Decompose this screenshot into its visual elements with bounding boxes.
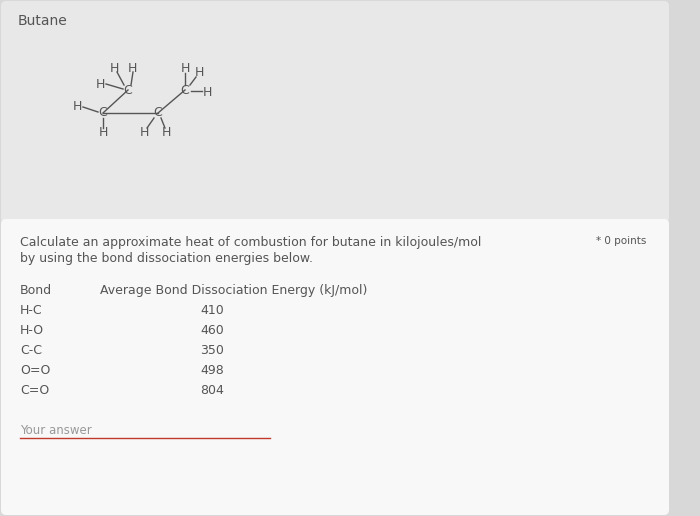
Text: by using the bond dissociation energies below.: by using the bond dissociation energies … [20,252,313,265]
Text: H: H [202,86,211,99]
Text: H-C: H-C [20,304,43,317]
Text: C: C [153,106,162,120]
Text: 350: 350 [200,344,224,357]
Text: C: C [99,106,107,120]
Text: H: H [95,77,105,90]
Text: Calculate an approximate heat of combustion for butane in kilojoules/mol: Calculate an approximate heat of combust… [20,236,482,249]
Text: O=O: O=O [20,364,50,377]
Text: 804: 804 [200,384,224,397]
Text: C: C [181,84,190,96]
Text: Butane: Butane [18,14,68,28]
Text: H: H [127,61,136,74]
Text: H-O: H-O [20,324,44,337]
Text: H: H [98,126,108,139]
Text: Your answer: Your answer [20,424,92,437]
Text: H: H [72,101,82,114]
Text: 498: 498 [200,364,224,377]
Text: C=O: C=O [20,384,49,397]
Text: 460: 460 [200,324,224,337]
Text: H: H [139,126,148,139]
Text: C: C [124,84,132,96]
FancyBboxPatch shape [1,1,669,223]
Text: H: H [181,61,190,74]
Text: 410: 410 [200,304,224,317]
Text: H: H [109,61,119,74]
Text: Bond: Bond [20,284,52,297]
Text: Average Bond Dissociation Energy (kJ/mol): Average Bond Dissociation Energy (kJ/mol… [100,284,368,297]
Text: H: H [161,126,171,139]
Text: H: H [195,67,204,79]
Text: C-C: C-C [20,344,42,357]
FancyBboxPatch shape [1,219,669,515]
Text: * 0 points: * 0 points [596,236,646,246]
